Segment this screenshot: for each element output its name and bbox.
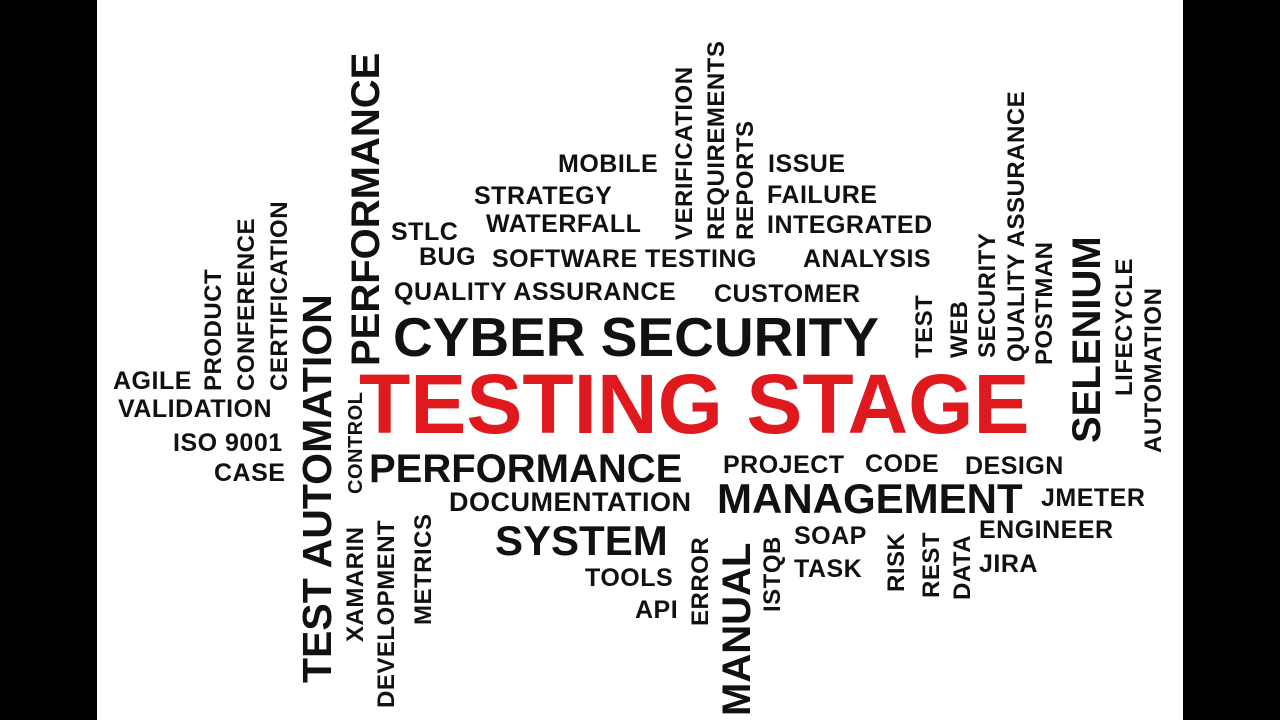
- word-management: MANAGEMENT: [717, 475, 1023, 522]
- word-istqb: ISTQB: [759, 536, 786, 612]
- word-quality-assurance-horizontal: QUALITY ASSURANCE: [394, 278, 677, 306]
- word-lifecycle: LIFECYCLE: [1111, 258, 1138, 396]
- word-jira: JIRA: [979, 550, 1038, 578]
- word-design: DESIGN: [965, 452, 1064, 480]
- word-verification: VERIFICATION: [671, 66, 698, 240]
- word-waterfall: WATERFALL: [486, 210, 642, 238]
- word-case: CASE: [214, 459, 286, 487]
- word-test: TEST: [911, 294, 938, 358]
- word-xamarin: XAMARIN: [342, 526, 369, 643]
- word-test-automation: TEST AUTOMATION: [294, 294, 340, 683]
- word-conference: CONFERENCE: [233, 217, 260, 391]
- word-cyber-security: CYBER SECURITY: [393, 306, 879, 368]
- word-data: DATA: [949, 534, 976, 600]
- word-bug: BUG: [419, 243, 477, 271]
- word-failure: FAILURE: [767, 181, 878, 209]
- word-performance-vertical: PERFORMANCE: [344, 52, 388, 366]
- word-rest: REST: [918, 531, 945, 598]
- word-web: WEB: [946, 300, 973, 359]
- word-certification: CERTIFICATION: [266, 200, 293, 391]
- word-soap: SOAP: [794, 522, 867, 550]
- word-control: CONTROL: [345, 391, 367, 494]
- word-agile: AGILE: [113, 367, 192, 395]
- word-jmeter: JMETER: [1041, 484, 1146, 512]
- word-issue: ISSUE: [768, 150, 846, 178]
- word-code: CODE: [865, 450, 940, 478]
- word-risk: RISK: [883, 532, 910, 592]
- word-quality-assurance-vertical: QUALITY ASSURANCE: [1003, 90, 1030, 362]
- word-automation: AUTOMATION: [1140, 287, 1167, 453]
- word-cloud: TESTING STAGE CYBER SECURITY PERFORMANCE…: [97, 0, 1183, 720]
- word-analysis: ANALYSIS: [803, 245, 932, 273]
- word-documentation: DOCUMENTATION: [449, 487, 692, 517]
- word-software-testing: SOFTWARE TESTING: [492, 245, 757, 273]
- word-security: SECURITY: [974, 232, 1001, 358]
- word-manual: MANUAL: [715, 542, 759, 716]
- word-iso-9001: ISO 9001: [173, 429, 283, 457]
- word-engineer: ENGINEER: [979, 516, 1114, 544]
- word-selenium: SELENIUM: [1065, 236, 1109, 443]
- word-project: PROJECT: [723, 451, 845, 479]
- word-system: SYSTEM: [495, 517, 668, 564]
- word-postman: POSTMAN: [1031, 241, 1058, 366]
- word-task: TASK: [794, 555, 863, 583]
- word-product: PRODUCT: [200, 268, 227, 391]
- word-testing-stage: TESTING STAGE: [359, 357, 1030, 451]
- word-tools: TOOLS: [585, 564, 674, 592]
- word-development: DEVELOPMENT: [373, 519, 400, 708]
- word-metrics: METRICS: [410, 513, 437, 626]
- word-stlc: STLC: [391, 218, 459, 246]
- word-mobile: MOBILE: [558, 150, 659, 178]
- word-strategy: STRATEGY: [474, 182, 613, 210]
- word-customer: CUSTOMER: [714, 280, 861, 308]
- word-validation: VALIDATION: [118, 395, 273, 423]
- word-error: ERROR: [687, 536, 714, 626]
- word-reports: REPORTS: [732, 120, 759, 240]
- word-api: API: [635, 596, 679, 624]
- word-performance-horizontal: PERFORMANCE: [369, 447, 683, 491]
- word-integrated: INTEGRATED: [767, 211, 933, 239]
- word-requirements: REQUIREMENTS: [703, 40, 730, 240]
